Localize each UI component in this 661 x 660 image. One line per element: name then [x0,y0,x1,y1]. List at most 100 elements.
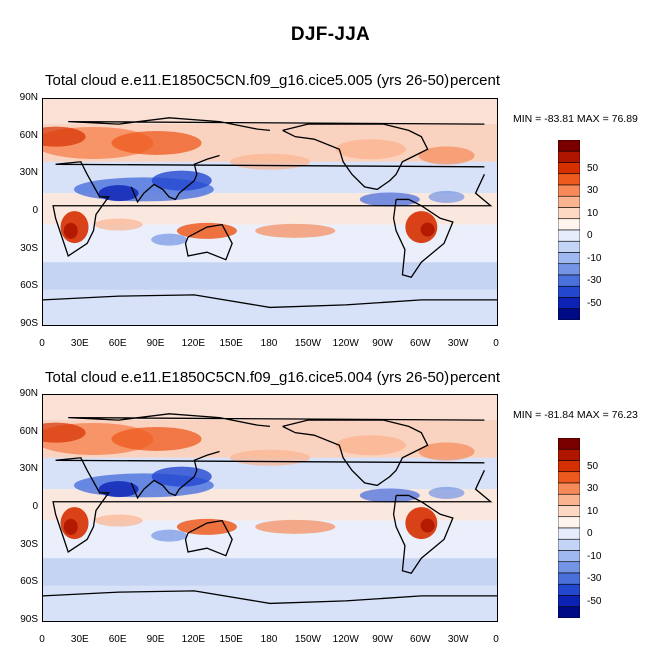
figure-title: DJF-JJA [290,24,371,45]
x-tick-label: 0 [39,634,45,645]
colorbar-swatch [558,195,580,208]
contour-band [43,99,497,125]
x-tick-label: 60E [108,338,127,349]
colorbar-swatch [558,274,580,287]
x-tick-label: 150E [219,338,243,349]
y-tick-label: 90S [20,614,38,625]
panel-1-minmax: MIN = -83.81 MAX = 76.89 [513,113,638,125]
panel-1-variable: Total cloud [45,72,117,89]
colorbar-swatch [558,263,580,276]
panel-2-case: e.e11.E1850C5CN.f09_g16.cice5.004 (yrs 2… [120,369,450,386]
colorbar-swatch [558,252,580,265]
contour-region [428,486,465,499]
panel-2-minmax: MIN = -81.84 MAX = 76.23 [513,409,638,421]
y-tick-label: 60N [19,129,38,141]
x-tick-label: 90E [146,338,165,349]
colorbar-label: -50 [587,595,602,607]
x-tick-label: 150W [294,338,321,349]
colorbar-label: 0 [587,528,593,539]
contour-region [255,223,336,238]
colorbar-swatch [558,438,580,450]
colorbar-swatch [558,184,580,197]
x-tick-label: 0 [493,338,499,349]
x-tick-label: 120E [181,338,205,349]
contour-region [43,126,86,147]
colorbar-label: 30 [587,483,599,494]
contour-region [230,449,310,466]
contour-region [359,488,420,503]
colorbar-label: 0 [587,230,593,241]
colorbar-label: 10 [587,207,599,219]
colorbar-label: 50 [587,460,599,472]
colorbar-swatch [558,561,580,574]
x-tick-label: 180 [260,634,278,645]
colorbar-swatch [558,297,580,310]
panel-1-contours [43,99,497,325]
colorbar-swatch [558,505,580,518]
contour-region [428,190,465,203]
contour-region [98,185,139,202]
colorbar-label: 10 [587,505,599,517]
panel-1-title: Total cloud e.e11.E1850C5CN.f09_g16.cice… [45,72,449,89]
contour-region [420,222,435,237]
contour-region [111,130,202,155]
panel-2-title: Total cloud e.e11.E1850C5CN.f09_g16.cice… [45,369,449,386]
colorbar-swatch [558,308,580,320]
colorbar-swatch [558,173,580,186]
panel-2-x-axis: 0 30E 60E 90E 120E 150E 180 150W 120W 90W 60W 30W 0 [39,634,499,648]
contour-region [111,426,202,451]
contour-region [335,139,406,160]
contour-region [418,442,475,461]
x-tick-label: 90W [372,338,393,349]
colorbar-swatch [558,538,580,551]
y-tick-label: 30N [19,167,38,179]
panel-1-case: e.e11.E1850C5CN.f09_g16.cice5.005 (yrs 2… [120,72,450,89]
y-tick-label: 60S [20,280,38,292]
coastline [43,590,497,605]
coastline [52,457,493,553]
panel-2-map-svg [43,395,497,621]
coastline [130,450,220,500]
colorbar-swatch [558,583,580,596]
coastline [184,519,233,557]
x-tick-label: 90W [372,634,393,645]
panel-2-y-axis: 90N 60N 30N 0 30S 60S 90S [8,388,40,625]
colorbar-swatch [558,150,580,163]
x-tick-label: 150E [219,634,243,645]
contour-region [151,529,188,542]
colorbar-swatch [558,493,580,506]
contour-region [43,422,86,443]
y-tick-label: 0 [32,205,38,216]
contour-region [420,518,435,533]
y-tick-label: 30N [19,463,38,475]
x-tick-label: 30W [447,634,469,645]
y-tick-label: 0 [32,501,38,512]
y-tick-label: 90N [19,388,38,399]
y-tick-label: 30S [20,242,38,254]
colorbar-swatch [558,550,580,563]
panel-1-colorbar-labels: 50 30 10 0 -10 -30 -50 [587,140,627,320]
contour-region [359,192,420,207]
colorbar-label: -50 [587,297,602,309]
panel-2-units: percent [450,369,501,386]
coastline [68,413,485,428]
contour-region [94,218,143,231]
x-tick-label: 0 [39,338,45,349]
panel-1-units: percent [450,72,501,89]
panel-1-map-svg [43,99,497,325]
colorbar-swatch [558,229,580,242]
coastline [282,123,429,191]
colorbar-swatch [558,207,580,220]
x-tick-label: 30E [70,634,89,645]
colorbar-label: 50 [587,162,599,174]
colorbar-swatch [558,471,580,484]
contour-region [255,519,336,534]
panel-2-colorbar [558,438,580,618]
colorbar-label: -30 [587,573,602,584]
contour-region [94,514,143,527]
x-tick-label: 30E [70,338,89,349]
colorbar-label: -10 [587,252,602,264]
colorbar-swatch [558,285,580,298]
panel-2-map [42,394,498,622]
colorbar-label: 30 [587,185,599,196]
